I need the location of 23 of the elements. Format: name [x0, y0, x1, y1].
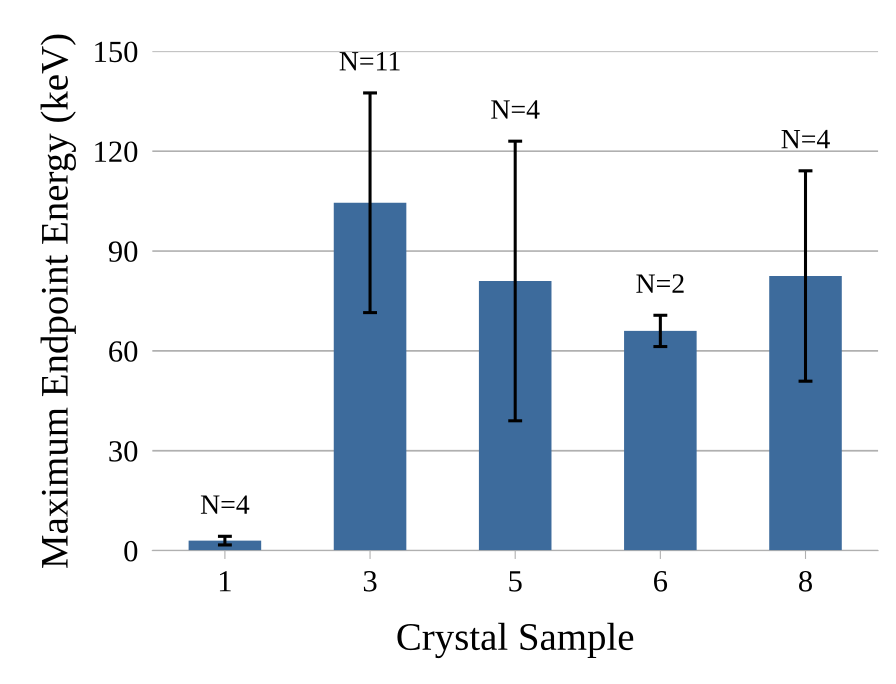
- annotation: N=4: [491, 100, 540, 119]
- y-tick-label: 60: [109, 341, 138, 362]
- annotation: N=4: [781, 130, 830, 148]
- x-axis-title: Crystal Sample: [397, 622, 634, 658]
- y-tick-label: 30: [109, 441, 138, 462]
- y-tick-label: 90: [108, 241, 138, 262]
- bar: [769, 276, 842, 551]
- y-axis-title: Maximum Endpoint Energy (keV): [40, 34, 76, 568]
- annotation: N=2: [636, 274, 684, 293]
- x-tick-label: 8: [799, 570, 812, 592]
- y-tick-label: 0: [124, 540, 138, 562]
- x-tick-label: 3: [364, 571, 376, 592]
- y-tick-label: 120: [95, 141, 138, 162]
- annotation: N=4: [200, 495, 250, 514]
- x-tick-label: 5: [509, 571, 522, 592]
- bar: [624, 330, 697, 551]
- x-tick-label: 1: [220, 571, 231, 592]
- x-tick-label: 6: [654, 571, 668, 592]
- bar: [188, 540, 262, 551]
- bar: [478, 280, 552, 551]
- annotation: N=11: [340, 52, 400, 70]
- y-tick-label: 150: [95, 42, 138, 62]
- bar: [334, 202, 406, 551]
